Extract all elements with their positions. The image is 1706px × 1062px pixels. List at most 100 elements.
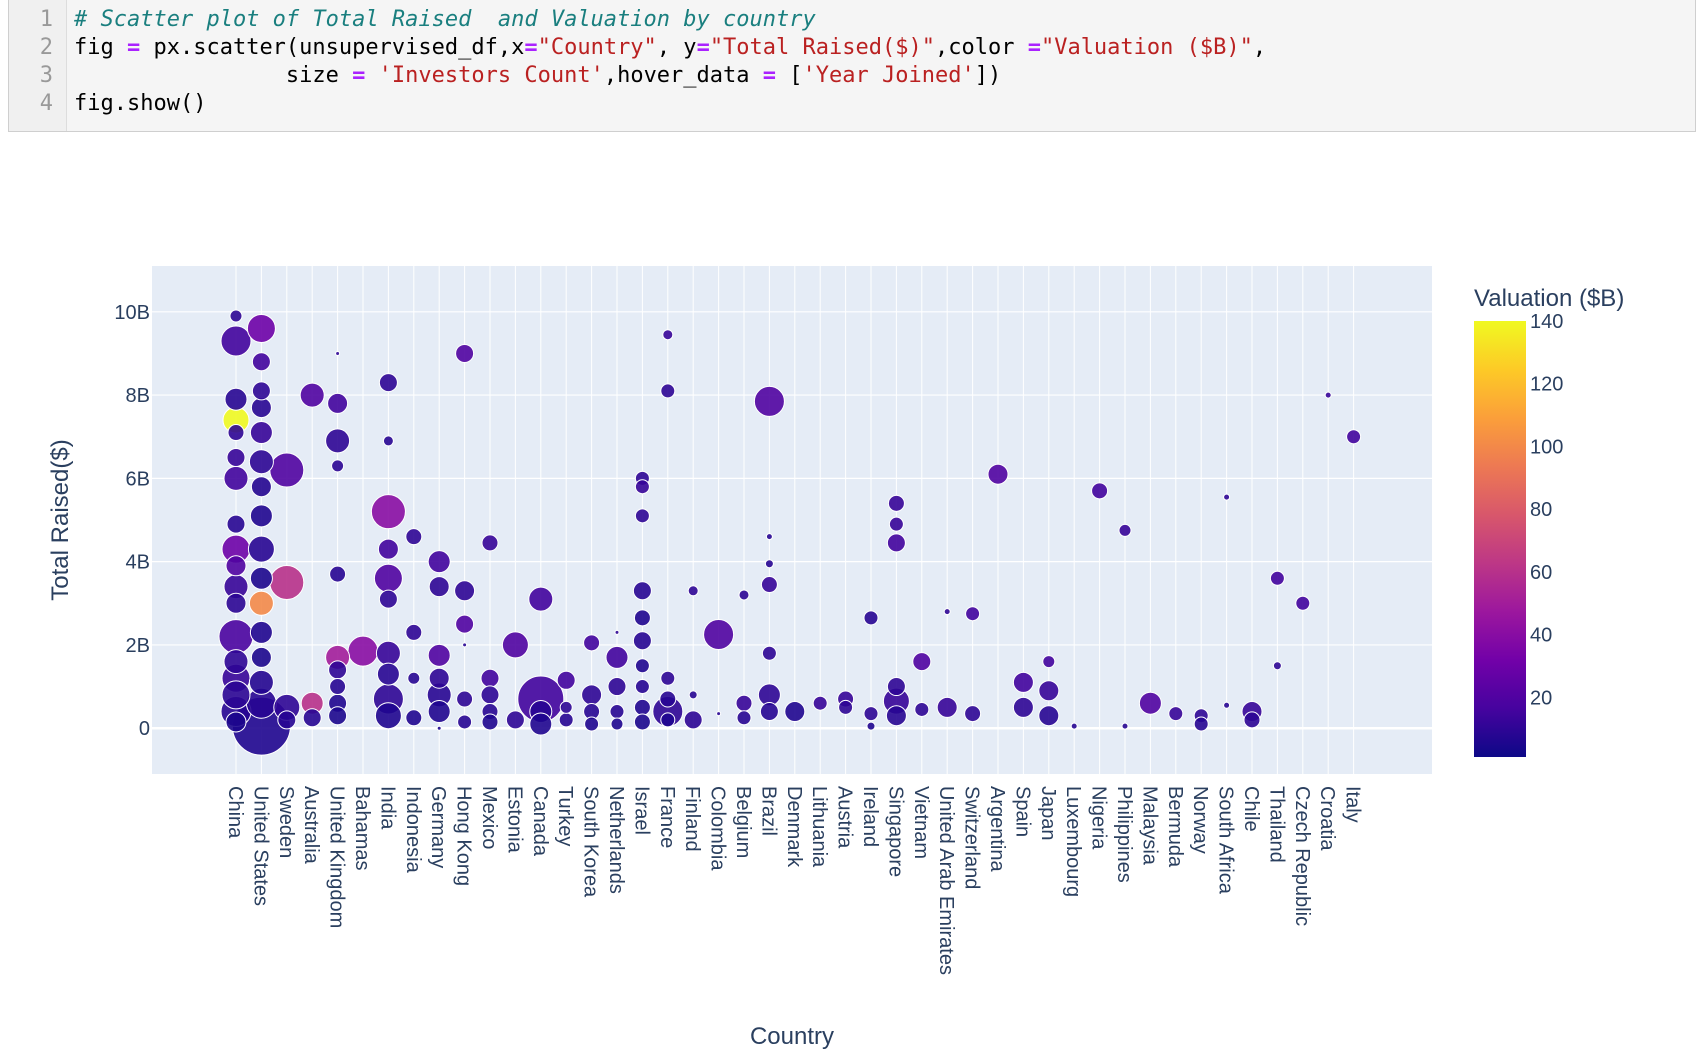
scatter-point[interactable]: [347, 635, 379, 667]
scatter-point[interactable]: [505, 710, 525, 730]
scatter-point[interactable]: [1269, 570, 1285, 586]
scatter-point[interactable]: [335, 350, 341, 356]
scatter-point[interactable]: [229, 309, 243, 323]
scatter-point[interactable]: [760, 576, 778, 594]
scatter-point[interactable]: [325, 428, 351, 454]
scatter-point[interactable]: [558, 712, 574, 728]
scatter-point[interactable]: [1091, 482, 1109, 500]
scatter-point[interactable]: [632, 581, 652, 601]
scatter-point[interactable]: [218, 619, 254, 655]
scatter-point[interactable]: [863, 706, 879, 722]
scatter-point[interactable]: [784, 701, 806, 723]
scatter-point[interactable]: [223, 649, 249, 675]
scatter-point[interactable]: [251, 381, 271, 401]
scatter-point[interactable]: [1038, 705, 1060, 727]
scatter-point[interactable]: [1272, 661, 1282, 671]
scatter-point[interactable]: [277, 710, 297, 730]
scatter-point[interactable]: [528, 586, 554, 612]
scatter-point[interactable]: [888, 516, 904, 532]
scatter-point[interactable]: [556, 670, 576, 690]
scatter-point[interactable]: [462, 642, 468, 648]
scatter-point[interactable]: [225, 711, 247, 733]
scatter-point[interactable]: [225, 555, 247, 577]
scatter-point[interactable]: [224, 387, 248, 411]
scatter-point[interactable]: [427, 700, 451, 724]
scatter-point[interactable]: [249, 504, 273, 528]
scatter-point[interactable]: [1038, 680, 1060, 702]
scatter-point[interactable]: [660, 383, 676, 399]
scatter-point[interactable]: [886, 533, 906, 553]
scatter-point[interactable]: [632, 631, 652, 651]
scatter-point[interactable]: [454, 580, 476, 602]
scatter-point[interactable]: [481, 713, 499, 731]
scatter-point[interactable]: [374, 702, 402, 730]
scatter-point[interactable]: [455, 343, 475, 363]
scatter-point[interactable]: [1346, 429, 1362, 445]
scatter-point[interactable]: [269, 452, 305, 488]
scatter-point[interactable]: [1168, 706, 1184, 722]
scatter-point[interactable]: [964, 705, 982, 723]
scatter-point[interactable]: [614, 629, 620, 635]
scatter-point[interactable]: [456, 690, 474, 708]
scatter-point[interactable]: [1223, 701, 1231, 709]
scatter-point[interactable]: [759, 702, 779, 722]
scatter-point[interactable]: [1012, 696, 1034, 718]
scatter-point[interactable]: [987, 463, 1009, 485]
scatter-point[interactable]: [481, 534, 499, 552]
scatter-point[interactable]: [634, 679, 650, 695]
scatter-point[interactable]: [378, 589, 398, 609]
scatter-point[interactable]: [455, 614, 475, 634]
scatter-point[interactable]: [738, 589, 750, 601]
scatter-point[interactable]: [223, 465, 249, 491]
scatter-point[interactable]: [249, 566, 273, 590]
scatter-point[interactable]: [427, 550, 451, 574]
scatter-point[interactable]: [331, 459, 345, 473]
scatter-point[interactable]: [838, 699, 854, 715]
scatter-point[interactable]: [1121, 722, 1129, 730]
scatter-point[interactable]: [1012, 671, 1034, 693]
scatter-point[interactable]: [659, 690, 677, 708]
scatter-point[interactable]: [583, 634, 601, 652]
code-cell[interactable]: 1 2 3 4 # Scatter plot of Total Raised a…: [8, 0, 1696, 132]
scatter-point[interactable]: [912, 652, 932, 672]
scatter-point[interactable]: [1042, 655, 1056, 669]
scatter-point[interactable]: [248, 669, 274, 695]
scatter-point[interactable]: [220, 325, 252, 357]
scatter-point[interactable]: [687, 585, 699, 597]
scatter-point[interactable]: [248, 590, 274, 616]
scatter-point[interactable]: [250, 646, 272, 668]
scatter-point[interactable]: [812, 695, 828, 711]
scatter-point[interactable]: [764, 559, 774, 569]
scatter-point[interactable]: [965, 606, 981, 622]
scatter-point[interactable]: [886, 677, 906, 697]
scatter-point[interactable]: [634, 508, 650, 524]
scatter-point[interactable]: [428, 667, 450, 689]
scatter-point[interactable]: [436, 725, 442, 731]
scatter-point[interactable]: [226, 448, 246, 468]
scatter-point[interactable]: [480, 668, 500, 688]
scatter-point[interactable]: [249, 620, 273, 644]
scatter-point[interactable]: [634, 479, 650, 495]
scatter-point[interactable]: [328, 660, 348, 680]
scatter-point[interactable]: [248, 449, 274, 475]
scatter-point[interactable]: [559, 700, 573, 714]
scatter-point[interactable]: [863, 610, 879, 626]
scatter-point[interactable]: [246, 313, 276, 343]
scatter-point[interactable]: [1138, 691, 1162, 715]
scatter-point[interactable]: [250, 476, 272, 498]
scatter-point[interactable]: [1223, 493, 1231, 501]
scatter-point[interactable]: [662, 329, 674, 341]
scatter-point[interactable]: [299, 382, 325, 408]
scatter-point[interactable]: [405, 528, 423, 546]
scatter-point[interactable]: [501, 631, 529, 659]
scatter-point[interactable]: [610, 717, 624, 731]
scatter-point[interactable]: [943, 608, 951, 616]
scatter-point[interactable]: [480, 685, 500, 705]
scatter-point[interactable]: [329, 565, 347, 583]
scatter-point[interactable]: [683, 710, 703, 730]
scatter-point[interactable]: [716, 711, 722, 717]
scatter-point[interactable]: [327, 392, 349, 414]
scatter-point[interactable]: [1243, 711, 1261, 729]
scatter-point[interactable]: [405, 623, 423, 641]
scatter-point[interactable]: [302, 708, 322, 728]
